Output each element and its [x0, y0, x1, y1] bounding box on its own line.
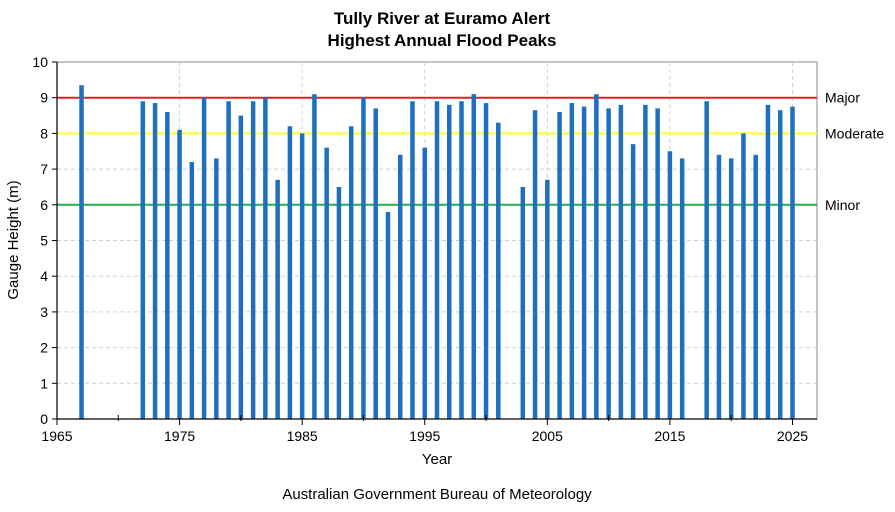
- x-tick-label: 1995: [409, 428, 440, 444]
- threshold-label-major: Major: [825, 90, 860, 106]
- bar-1983: [275, 180, 280, 419]
- bar-1998: [459, 101, 464, 419]
- bar-2014: [655, 108, 660, 419]
- y-tick-label: 3: [40, 304, 48, 320]
- bar-1993: [398, 155, 403, 419]
- bar-2016: [680, 158, 685, 419]
- bar-2024: [778, 110, 783, 419]
- bar-2001: [496, 123, 501, 419]
- y-tick-label: 6: [40, 197, 48, 213]
- bar-1978: [214, 158, 219, 419]
- x-tick-label: 2025: [777, 428, 808, 444]
- chart-subtitle: Highest Annual Flood Peaks: [328, 31, 557, 50]
- bar-1985: [300, 133, 305, 419]
- y-tick-label: 9: [40, 90, 48, 106]
- bar-2025: [790, 107, 795, 419]
- bar-2020: [729, 158, 734, 419]
- bar-1979: [226, 101, 231, 419]
- bar-1986: [312, 94, 317, 419]
- bar-2011: [619, 105, 624, 419]
- bar-1982: [263, 98, 268, 419]
- bar-2008: [582, 107, 587, 419]
- threshold-label-moderate: Moderate: [825, 125, 884, 141]
- bar-2006: [557, 112, 562, 419]
- bar-1980: [239, 116, 244, 419]
- bar-1975: [177, 130, 182, 419]
- bar-1999: [472, 94, 477, 419]
- x-tick-label: 1975: [164, 428, 195, 444]
- bar-1974: [165, 112, 170, 419]
- y-tick-label: 10: [32, 54, 48, 70]
- bar-2022: [753, 155, 758, 419]
- x-tick-label: 2005: [532, 428, 563, 444]
- threshold-label-minor: Minor: [825, 197, 860, 213]
- y-tick-label: 0: [40, 411, 48, 427]
- bar-2010: [606, 108, 611, 419]
- bar-2012: [631, 144, 636, 419]
- bar-1984: [288, 126, 293, 419]
- bar-2005: [545, 180, 550, 419]
- bar-1972: [141, 101, 146, 419]
- bar-2007: [570, 103, 575, 419]
- bar-1973: [153, 103, 158, 419]
- bars: [79, 85, 794, 419]
- bar-1967: [79, 85, 84, 419]
- y-axis-label: Gauge Height (m): [5, 180, 22, 299]
- bar-1991: [373, 108, 378, 419]
- bar-1977: [202, 98, 207, 419]
- bar-2003: [521, 187, 526, 419]
- bar-2023: [766, 105, 771, 419]
- bar-1992: [386, 212, 391, 419]
- bar-1996: [435, 101, 440, 419]
- bar-2004: [533, 110, 538, 419]
- x-tick-label: 1965: [41, 428, 72, 444]
- y-tick-label: 1: [40, 375, 48, 391]
- bar-1981: [251, 101, 256, 419]
- bar-2009: [594, 94, 599, 419]
- chart-title: Tully River at Euramo Alert: [334, 9, 551, 28]
- bar-1995: [422, 148, 427, 419]
- footer-credit: Australian Government Bureau of Meteorol…: [282, 486, 592, 503]
- y-tick-label: 8: [40, 125, 48, 141]
- bar-1987: [324, 148, 329, 419]
- bar-1994: [410, 101, 415, 419]
- bar-2015: [668, 151, 673, 419]
- x-tick-label: 1985: [287, 428, 318, 444]
- x-tick-label: 2015: [654, 428, 685, 444]
- y-tick-label: 4: [40, 268, 48, 284]
- bar-1997: [447, 105, 452, 419]
- bar-2000: [484, 103, 489, 419]
- bar-2019: [717, 155, 722, 419]
- bar-1976: [190, 162, 195, 419]
- y-tick-label: 7: [40, 161, 48, 177]
- bar-1989: [349, 126, 354, 419]
- bar-2021: [741, 133, 746, 419]
- bar-2013: [643, 105, 648, 419]
- x-axis-label: Year: [422, 451, 452, 468]
- bar-1990: [361, 98, 366, 419]
- bar-2018: [704, 101, 709, 419]
- y-tick-label: 5: [40, 233, 48, 249]
- bar-1988: [337, 187, 342, 419]
- y-tick-label: 2: [40, 340, 48, 356]
